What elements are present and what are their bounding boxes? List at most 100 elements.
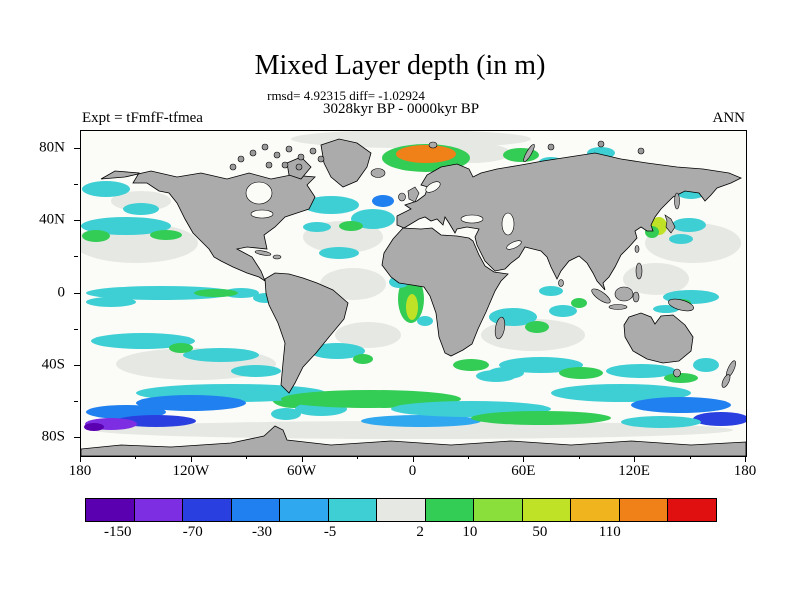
island-philippines [635, 262, 643, 280]
continent-australia [623, 312, 694, 364]
arctic-island-speckle [597, 140, 605, 148]
x-tick-mark [80, 456, 81, 462]
anomaly-patch-dblue [693, 412, 746, 426]
x-tick-label-180: 180 [733, 463, 757, 479]
arctic-island-speckle [285, 145, 293, 153]
anomaly-patch-gray [320, 268, 386, 300]
x-tick-label-120E: 120E [618, 463, 650, 479]
anomaly-patch-cyan [86, 286, 236, 300]
x-minor-tick-mark [357, 456, 359, 459]
colorbar-label-50: 50 [532, 524, 548, 540]
colorbar-segment-dblue [183, 499, 232, 521]
x-tick-mark [523, 456, 525, 462]
continent-south-america [264, 272, 349, 394]
anomaly-patch-cyan [271, 408, 301, 420]
experiment-label: Expt = tFmfF-tfmea [82, 110, 203, 126]
colorbar-segment-lblue [280, 499, 329, 521]
anomaly-patch-green [471, 411, 611, 425]
anomaly-patch-cyan [81, 217, 171, 235]
island-sri-lanka [558, 279, 564, 287]
arctic-island-speckle [295, 163, 303, 171]
colorbar-label-2: 2 [416, 524, 424, 540]
island-hispaniola [272, 254, 282, 260]
anomaly-patch-green [82, 230, 110, 242]
colorbar-segment-red [668, 499, 716, 521]
arctic-archipelago-speckles [229, 140, 645, 171]
x-tick-mark [745, 456, 746, 462]
world-map-svg [81, 131, 746, 456]
colorbar-segment-lgreen [474, 499, 523, 521]
figure-title: Mixed Layer depth (in m) [254, 50, 546, 81]
y-axis: 80N 40N 0 40S 80S [30, 130, 81, 455]
anomaly-patch-green [559, 367, 603, 379]
anomaly-patch-green [169, 343, 193, 353]
anomaly-patch-green [525, 321, 549, 333]
colorbar-segment-cyan [328, 499, 378, 521]
anomaly-patch-cyan [231, 365, 281, 377]
y-tick-label-40S: 40S [41, 356, 65, 373]
x-tick-label-60E: 60E [511, 463, 536, 479]
y-tick-mark [74, 220, 81, 222]
anomaly-patch-cyan [82, 181, 130, 197]
islands [254, 141, 736, 388]
stats-line: rmsd= 4.92315 diff= -1.02924 [267, 88, 425, 103]
colorbar-label--30: -30 [252, 524, 273, 540]
anomaly-patch-green [150, 230, 182, 240]
inland-sea [506, 240, 522, 250]
anomaly-patch-gray [481, 319, 585, 351]
inland-sea [245, 181, 273, 205]
island-new-guinea [668, 298, 694, 312]
anomaly-patch-cyan [319, 247, 359, 259]
anomaly-patch-cyan [669, 234, 693, 244]
y-tick-mark [74, 148, 81, 150]
y-minor-tick-mark [74, 256, 78, 258]
anomaly-patch-cyan [123, 203, 159, 215]
x-tick-mark [412, 456, 414, 462]
inland-sea [501, 212, 515, 236]
anomaly-patch-cyan [606, 364, 676, 378]
inland-sea [460, 214, 484, 224]
period-comparison-line: 3028kyr BP - 0000kyr BP [322, 101, 480, 117]
anomaly-patch-cyan [476, 370, 516, 382]
colorbar-labels: -150 -70 -30 -5 2 10 50 110 [85, 524, 715, 544]
anomaly-patch-cyan [351, 209, 395, 229]
anomaly-patch-gray [93, 421, 733, 439]
island-britain [407, 186, 420, 203]
island-sulawesi [632, 291, 640, 303]
arctic-island-speckle [265, 161, 273, 169]
x-minor-tick-mark [246, 456, 248, 459]
arctic-island-speckle [297, 153, 305, 161]
arctic-island-speckle [317, 155, 325, 163]
arctic-island-speckle [273, 151, 281, 159]
anomaly-patch-green [194, 289, 238, 297]
anomaly-patch-cyan [91, 333, 195, 349]
island-japan [664, 214, 676, 234]
inland-sea [425, 181, 441, 193]
anomaly-patch-cyan [621, 416, 701, 428]
island-sakhalin [674, 192, 680, 210]
anomaly-patch-green [353, 354, 373, 364]
island-svalbard [428, 141, 438, 149]
season-label: ANN [712, 110, 746, 126]
island-greenland [320, 138, 372, 188]
y-tick-label-0: 0 [57, 284, 66, 300]
x-tick-label-60W: 60W [287, 463, 317, 479]
x-minor-tick-mark [467, 456, 469, 459]
anomaly-patch-blue [631, 397, 731, 413]
x-tick-label-180: 180 [68, 463, 92, 479]
arctic-island-speckle [261, 143, 269, 151]
island-tasmania [673, 368, 681, 378]
arctic-island-speckle [281, 161, 289, 169]
inland-seas [245, 181, 522, 250]
x-tick-label-120W: 120W [172, 463, 210, 479]
arctic-island-speckle [249, 149, 257, 157]
y-minor-tick-mark [74, 184, 78, 186]
island-novaya-zemlya [523, 143, 535, 163]
x-tick-mark [301, 456, 303, 462]
continent-antarctica [81, 425, 746, 456]
anomaly-patch-lblue [361, 415, 481, 427]
anomaly-patch-gray [335, 322, 401, 348]
anomaly-patch-blue [136, 395, 246, 411]
arctic-island-speckle [237, 155, 245, 163]
anomaly-patch-cyan [539, 286, 563, 296]
